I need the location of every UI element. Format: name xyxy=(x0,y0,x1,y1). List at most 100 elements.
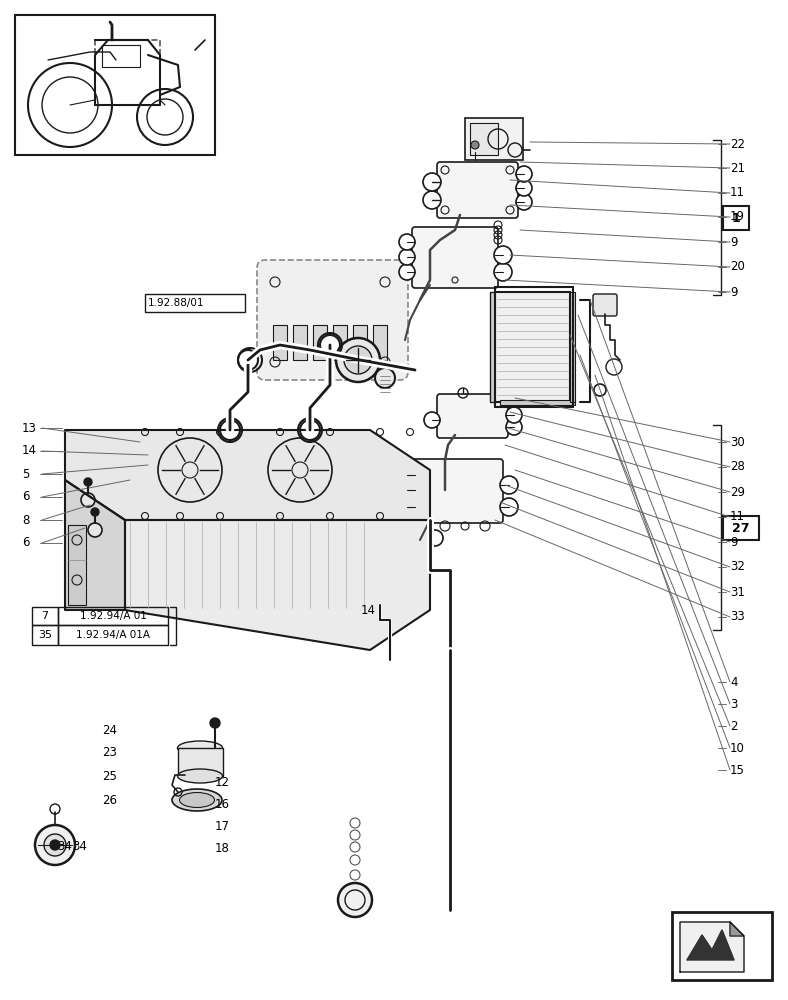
Circle shape xyxy=(516,194,532,210)
Circle shape xyxy=(336,338,380,382)
Bar xyxy=(490,292,495,402)
Bar xyxy=(333,325,347,360)
Text: 9: 9 xyxy=(730,286,738,298)
Text: 33: 33 xyxy=(730,610,745,624)
Circle shape xyxy=(238,350,258,370)
Text: 10: 10 xyxy=(730,742,745,754)
Text: 35: 35 xyxy=(38,630,52,640)
Circle shape xyxy=(210,718,220,728)
Circle shape xyxy=(399,264,415,280)
Text: 9: 9 xyxy=(730,536,738,548)
Circle shape xyxy=(606,359,622,375)
Circle shape xyxy=(344,346,372,374)
Text: 29: 29 xyxy=(730,486,745,498)
Bar xyxy=(672,912,772,980)
Text: 13: 13 xyxy=(22,422,37,434)
Text: 6: 6 xyxy=(22,490,29,504)
Circle shape xyxy=(594,384,606,396)
FancyBboxPatch shape xyxy=(437,162,518,218)
Text: 28: 28 xyxy=(730,460,745,474)
Bar xyxy=(723,206,749,230)
Text: 12: 12 xyxy=(214,776,229,788)
Circle shape xyxy=(399,482,415,498)
Bar xyxy=(465,118,523,160)
Circle shape xyxy=(500,476,518,494)
Circle shape xyxy=(500,498,518,516)
Circle shape xyxy=(220,420,240,440)
Circle shape xyxy=(506,419,522,435)
Circle shape xyxy=(44,834,66,856)
Circle shape xyxy=(516,180,532,196)
Text: 11: 11 xyxy=(730,186,745,200)
Bar xyxy=(95,40,160,105)
Text: 6: 6 xyxy=(22,536,29,550)
Text: 9: 9 xyxy=(730,235,738,248)
Polygon shape xyxy=(680,922,744,972)
Circle shape xyxy=(471,141,479,149)
Text: 21: 21 xyxy=(730,161,745,174)
Text: 1.92.94/A 01: 1.92.94/A 01 xyxy=(80,611,147,621)
Text: 20: 20 xyxy=(730,260,745,273)
Circle shape xyxy=(506,407,522,423)
Circle shape xyxy=(427,530,443,546)
Ellipse shape xyxy=(180,792,214,808)
Bar xyxy=(178,748,223,776)
Bar xyxy=(58,625,168,645)
Text: 17: 17 xyxy=(214,820,229,832)
Polygon shape xyxy=(125,520,430,650)
Bar xyxy=(15,15,215,155)
Ellipse shape xyxy=(177,769,222,783)
Text: 32: 32 xyxy=(730,560,745,574)
Text: 11: 11 xyxy=(730,510,745,524)
Text: 15: 15 xyxy=(730,764,745,776)
Bar xyxy=(495,292,570,402)
Text: 18: 18 xyxy=(214,842,229,854)
Circle shape xyxy=(35,825,75,865)
Text: 16: 16 xyxy=(214,798,229,810)
Circle shape xyxy=(399,234,415,250)
Text: 30: 30 xyxy=(730,436,745,448)
Text: 34: 34 xyxy=(72,840,87,854)
Text: 2: 2 xyxy=(730,720,738,732)
Circle shape xyxy=(91,508,99,516)
Circle shape xyxy=(423,191,441,209)
Text: 5: 5 xyxy=(22,468,29,481)
Circle shape xyxy=(84,478,92,486)
Circle shape xyxy=(300,420,320,440)
Bar xyxy=(373,325,387,360)
Text: 19: 19 xyxy=(730,211,745,224)
Text: 26: 26 xyxy=(102,794,117,806)
Bar xyxy=(500,400,575,405)
Text: 23: 23 xyxy=(102,746,117,760)
Circle shape xyxy=(594,299,606,311)
Text: 14: 14 xyxy=(22,444,37,458)
Circle shape xyxy=(494,263,512,281)
Circle shape xyxy=(81,493,95,507)
Text: 8: 8 xyxy=(22,514,29,526)
Text: 25: 25 xyxy=(102,770,117,782)
Circle shape xyxy=(399,249,415,265)
FancyBboxPatch shape xyxy=(593,294,617,316)
Polygon shape xyxy=(687,930,734,960)
Bar xyxy=(293,325,307,360)
Ellipse shape xyxy=(172,789,222,811)
Text: 4: 4 xyxy=(730,676,738,688)
Bar xyxy=(32,625,58,645)
Circle shape xyxy=(424,412,440,428)
Circle shape xyxy=(50,840,60,850)
Bar xyxy=(723,516,759,540)
Bar xyxy=(58,607,168,625)
Circle shape xyxy=(338,883,372,917)
FancyBboxPatch shape xyxy=(412,227,498,288)
FancyBboxPatch shape xyxy=(257,260,408,380)
Text: 3: 3 xyxy=(730,698,738,710)
FancyBboxPatch shape xyxy=(437,394,508,438)
Bar xyxy=(68,525,86,605)
Text: 27: 27 xyxy=(732,522,749,534)
Polygon shape xyxy=(730,922,744,936)
Circle shape xyxy=(423,173,441,191)
Bar xyxy=(470,123,498,155)
Bar xyxy=(495,287,573,407)
Ellipse shape xyxy=(177,741,222,755)
Text: 7: 7 xyxy=(42,611,49,621)
